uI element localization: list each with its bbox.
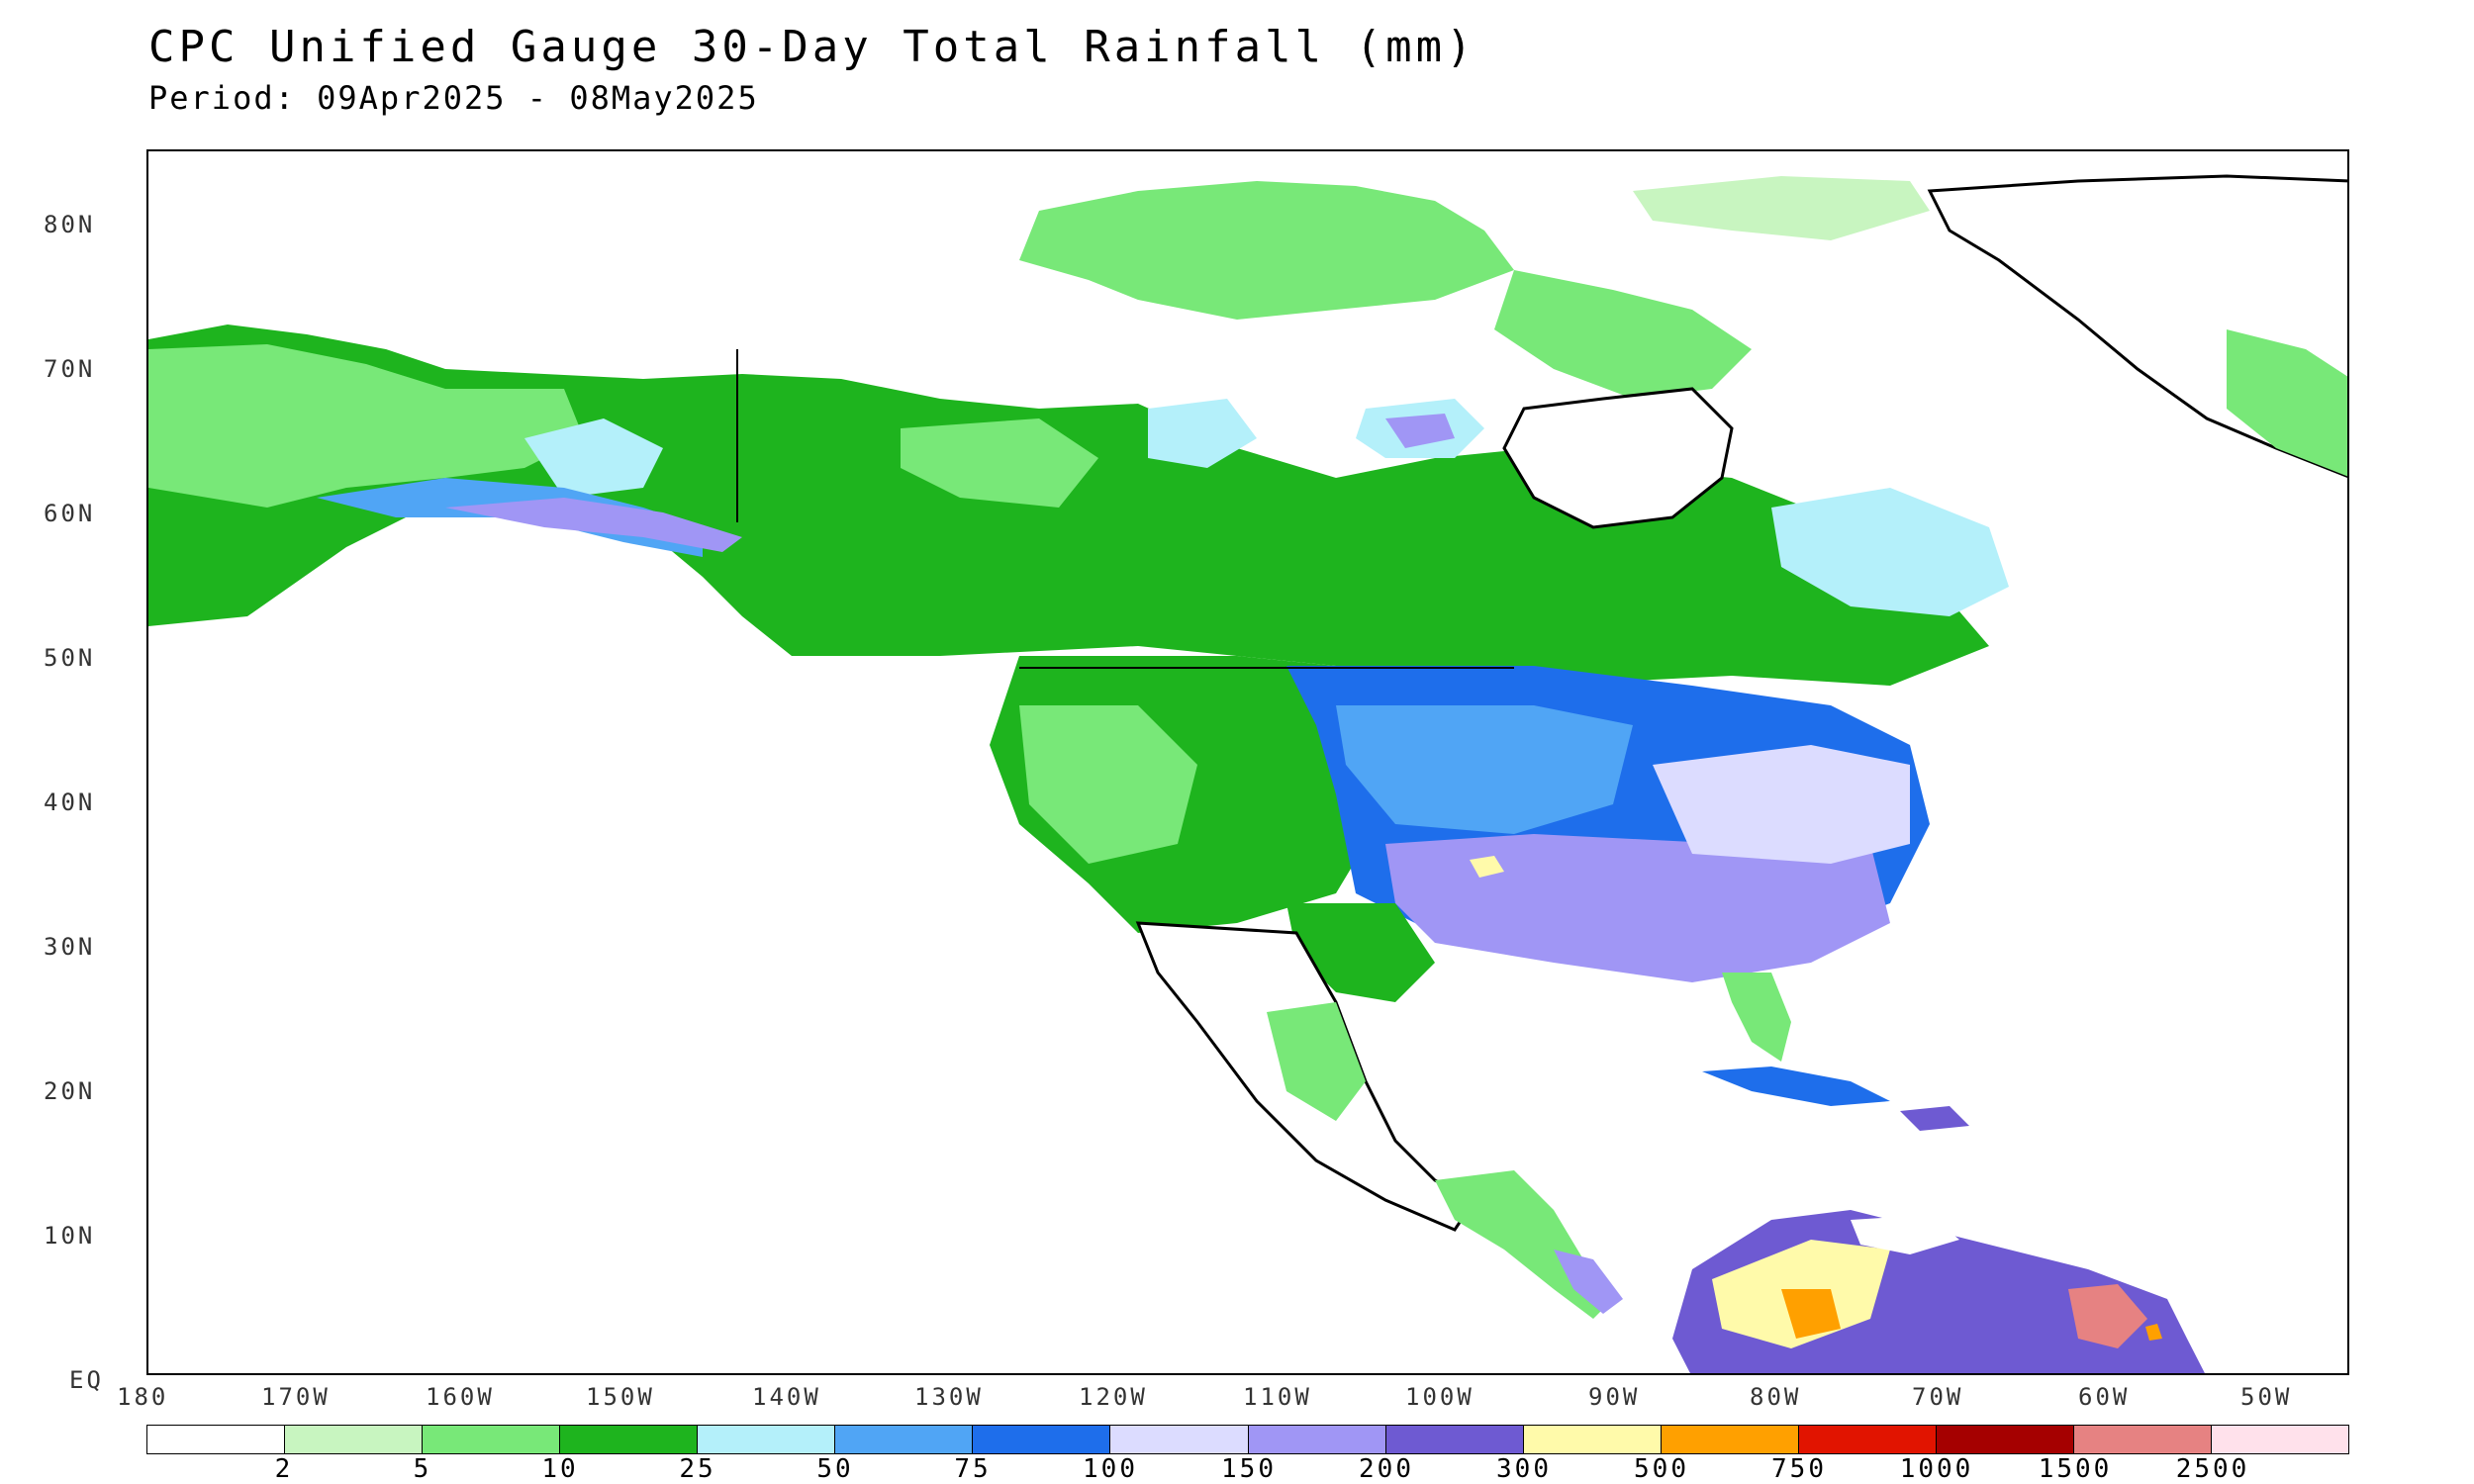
lat-label-20n: 20N xyxy=(44,1077,96,1105)
lat-label-10n: 10N xyxy=(44,1222,96,1250)
canada-blue-patch-3 xyxy=(1148,399,1257,468)
colorbar-label-100: 100 xyxy=(1083,1454,1138,1484)
colorbar-label-5: 5 xyxy=(413,1454,432,1484)
lon-label-120w: 120W xyxy=(1079,1383,1148,1411)
colorbar-label-50: 50 xyxy=(816,1454,854,1484)
colorbar-swatch-6 xyxy=(973,1426,1111,1453)
colorbar-label-500: 500 xyxy=(1634,1454,1689,1484)
colorbar-label-300: 300 xyxy=(1496,1454,1552,1484)
central-america xyxy=(1435,1170,1613,1319)
colorbar-swatch-0 xyxy=(147,1426,286,1453)
lat-label-50n: 50N xyxy=(44,644,96,672)
texas-yellow xyxy=(1470,856,1504,878)
colorbar-swatch-13 xyxy=(1936,1426,2074,1453)
colorbar-swatch-8 xyxy=(1248,1426,1386,1453)
lon-label-170w: 170W xyxy=(261,1383,331,1411)
lat-label-40n: 40N xyxy=(44,788,96,816)
lon-label-90w: 90W xyxy=(1588,1383,1641,1411)
lon-label-60w: 60W xyxy=(2078,1383,2131,1411)
central-america-blue xyxy=(1554,1250,1623,1314)
colorbar-swatch-14 xyxy=(2073,1426,2212,1453)
colorbar-swatch-11 xyxy=(1661,1426,1799,1453)
greenland-green-edge xyxy=(2227,329,2347,477)
alaska-blue-patch xyxy=(524,418,663,498)
lat-label-70n: 70N xyxy=(44,355,96,383)
colorbar-swatch-10 xyxy=(1523,1426,1662,1453)
period-subtitle: Period: 09Apr2025 - 08May2025 xyxy=(148,79,759,117)
hudson-bay xyxy=(1502,387,1734,529)
usa-purple xyxy=(1385,834,1890,982)
lat-label-60n: 60N xyxy=(44,500,96,527)
south-america-orange xyxy=(1781,1289,1841,1339)
usa-west-light xyxy=(1019,705,1197,864)
lon-label-130w: 130W xyxy=(914,1383,984,1411)
colorbar-swatch-5 xyxy=(835,1426,974,1453)
colorbar-label-200: 200 xyxy=(1359,1454,1414,1484)
colorbar-swatch-7 xyxy=(1110,1426,1249,1453)
alaska-light-patch xyxy=(148,344,584,508)
rainfall-map xyxy=(146,149,2349,1375)
map-title: CPC Unified Gauge 30-Day Total Rainfall … xyxy=(148,22,1476,72)
colorbar-label-25: 25 xyxy=(679,1454,716,1484)
colorbar-swatch-4 xyxy=(698,1426,836,1453)
cuba xyxy=(1702,1067,1890,1106)
rainfall-colorbar xyxy=(146,1425,2349,1454)
arctic-islands-east xyxy=(1633,176,1930,240)
lon-label-160w: 160W xyxy=(426,1383,495,1411)
colorbar-swatch-2 xyxy=(423,1426,561,1453)
south-america-pink xyxy=(2068,1284,2147,1348)
colorbar-swatch-15 xyxy=(2211,1426,2348,1453)
canada-landmass xyxy=(148,325,1989,686)
lon-label-50w: 50W xyxy=(2240,1383,2293,1411)
colorbar-swatch-1 xyxy=(285,1426,424,1453)
colorbar-label-1500: 1500 xyxy=(2038,1454,2113,1484)
usa-central-light-blue xyxy=(1336,705,1633,834)
colorbar-label-2: 2 xyxy=(274,1454,294,1484)
lon-label-100w: 100W xyxy=(1405,1383,1475,1411)
lon-label-70w: 70W xyxy=(1912,1383,1964,1411)
quebec-blue xyxy=(1771,488,2009,616)
canada-light-patch xyxy=(901,418,1098,508)
alaska-coast-purple xyxy=(445,498,742,552)
arctic-islands xyxy=(1019,181,1514,320)
lat-label-eq: EQ xyxy=(69,1366,104,1394)
french-guiana-orange xyxy=(2145,1324,2162,1341)
colorbar-swatch-3 xyxy=(560,1426,699,1453)
lon-label-80w: 80W xyxy=(1750,1383,1802,1411)
baffin-island xyxy=(1494,270,1752,399)
colorbar-label-750: 750 xyxy=(1771,1454,1827,1484)
canada-blue-patch-2 xyxy=(1385,414,1455,448)
colorbar-label-2500: 2500 xyxy=(2175,1454,2250,1484)
colorbar-label-10: 10 xyxy=(541,1454,579,1484)
colorbar-label-1000: 1000 xyxy=(1899,1454,1974,1484)
lat-label-80n: 80N xyxy=(44,211,96,238)
south-america-white xyxy=(1851,1215,1959,1254)
colorbar-swatch-9 xyxy=(1385,1426,1524,1453)
mexico-green xyxy=(1267,1002,1366,1121)
lon-label-140w: 140W xyxy=(752,1383,821,1411)
usa-lavender xyxy=(1653,745,1910,864)
florida xyxy=(1722,973,1791,1062)
texas-south xyxy=(1286,903,1435,1002)
colorbar-label-75: 75 xyxy=(954,1454,992,1484)
hispaniola xyxy=(1900,1106,1969,1131)
lon-label-150w: 150W xyxy=(586,1383,655,1411)
lat-label-30n: 30N xyxy=(44,933,96,961)
colorbar-swatch-12 xyxy=(1798,1426,1937,1453)
lon-label-110w: 110W xyxy=(1243,1383,1312,1411)
lon-label-180: 180 xyxy=(117,1383,169,1411)
colorbar-label-150: 150 xyxy=(1221,1454,1277,1484)
map-canvas xyxy=(148,174,2347,1373)
